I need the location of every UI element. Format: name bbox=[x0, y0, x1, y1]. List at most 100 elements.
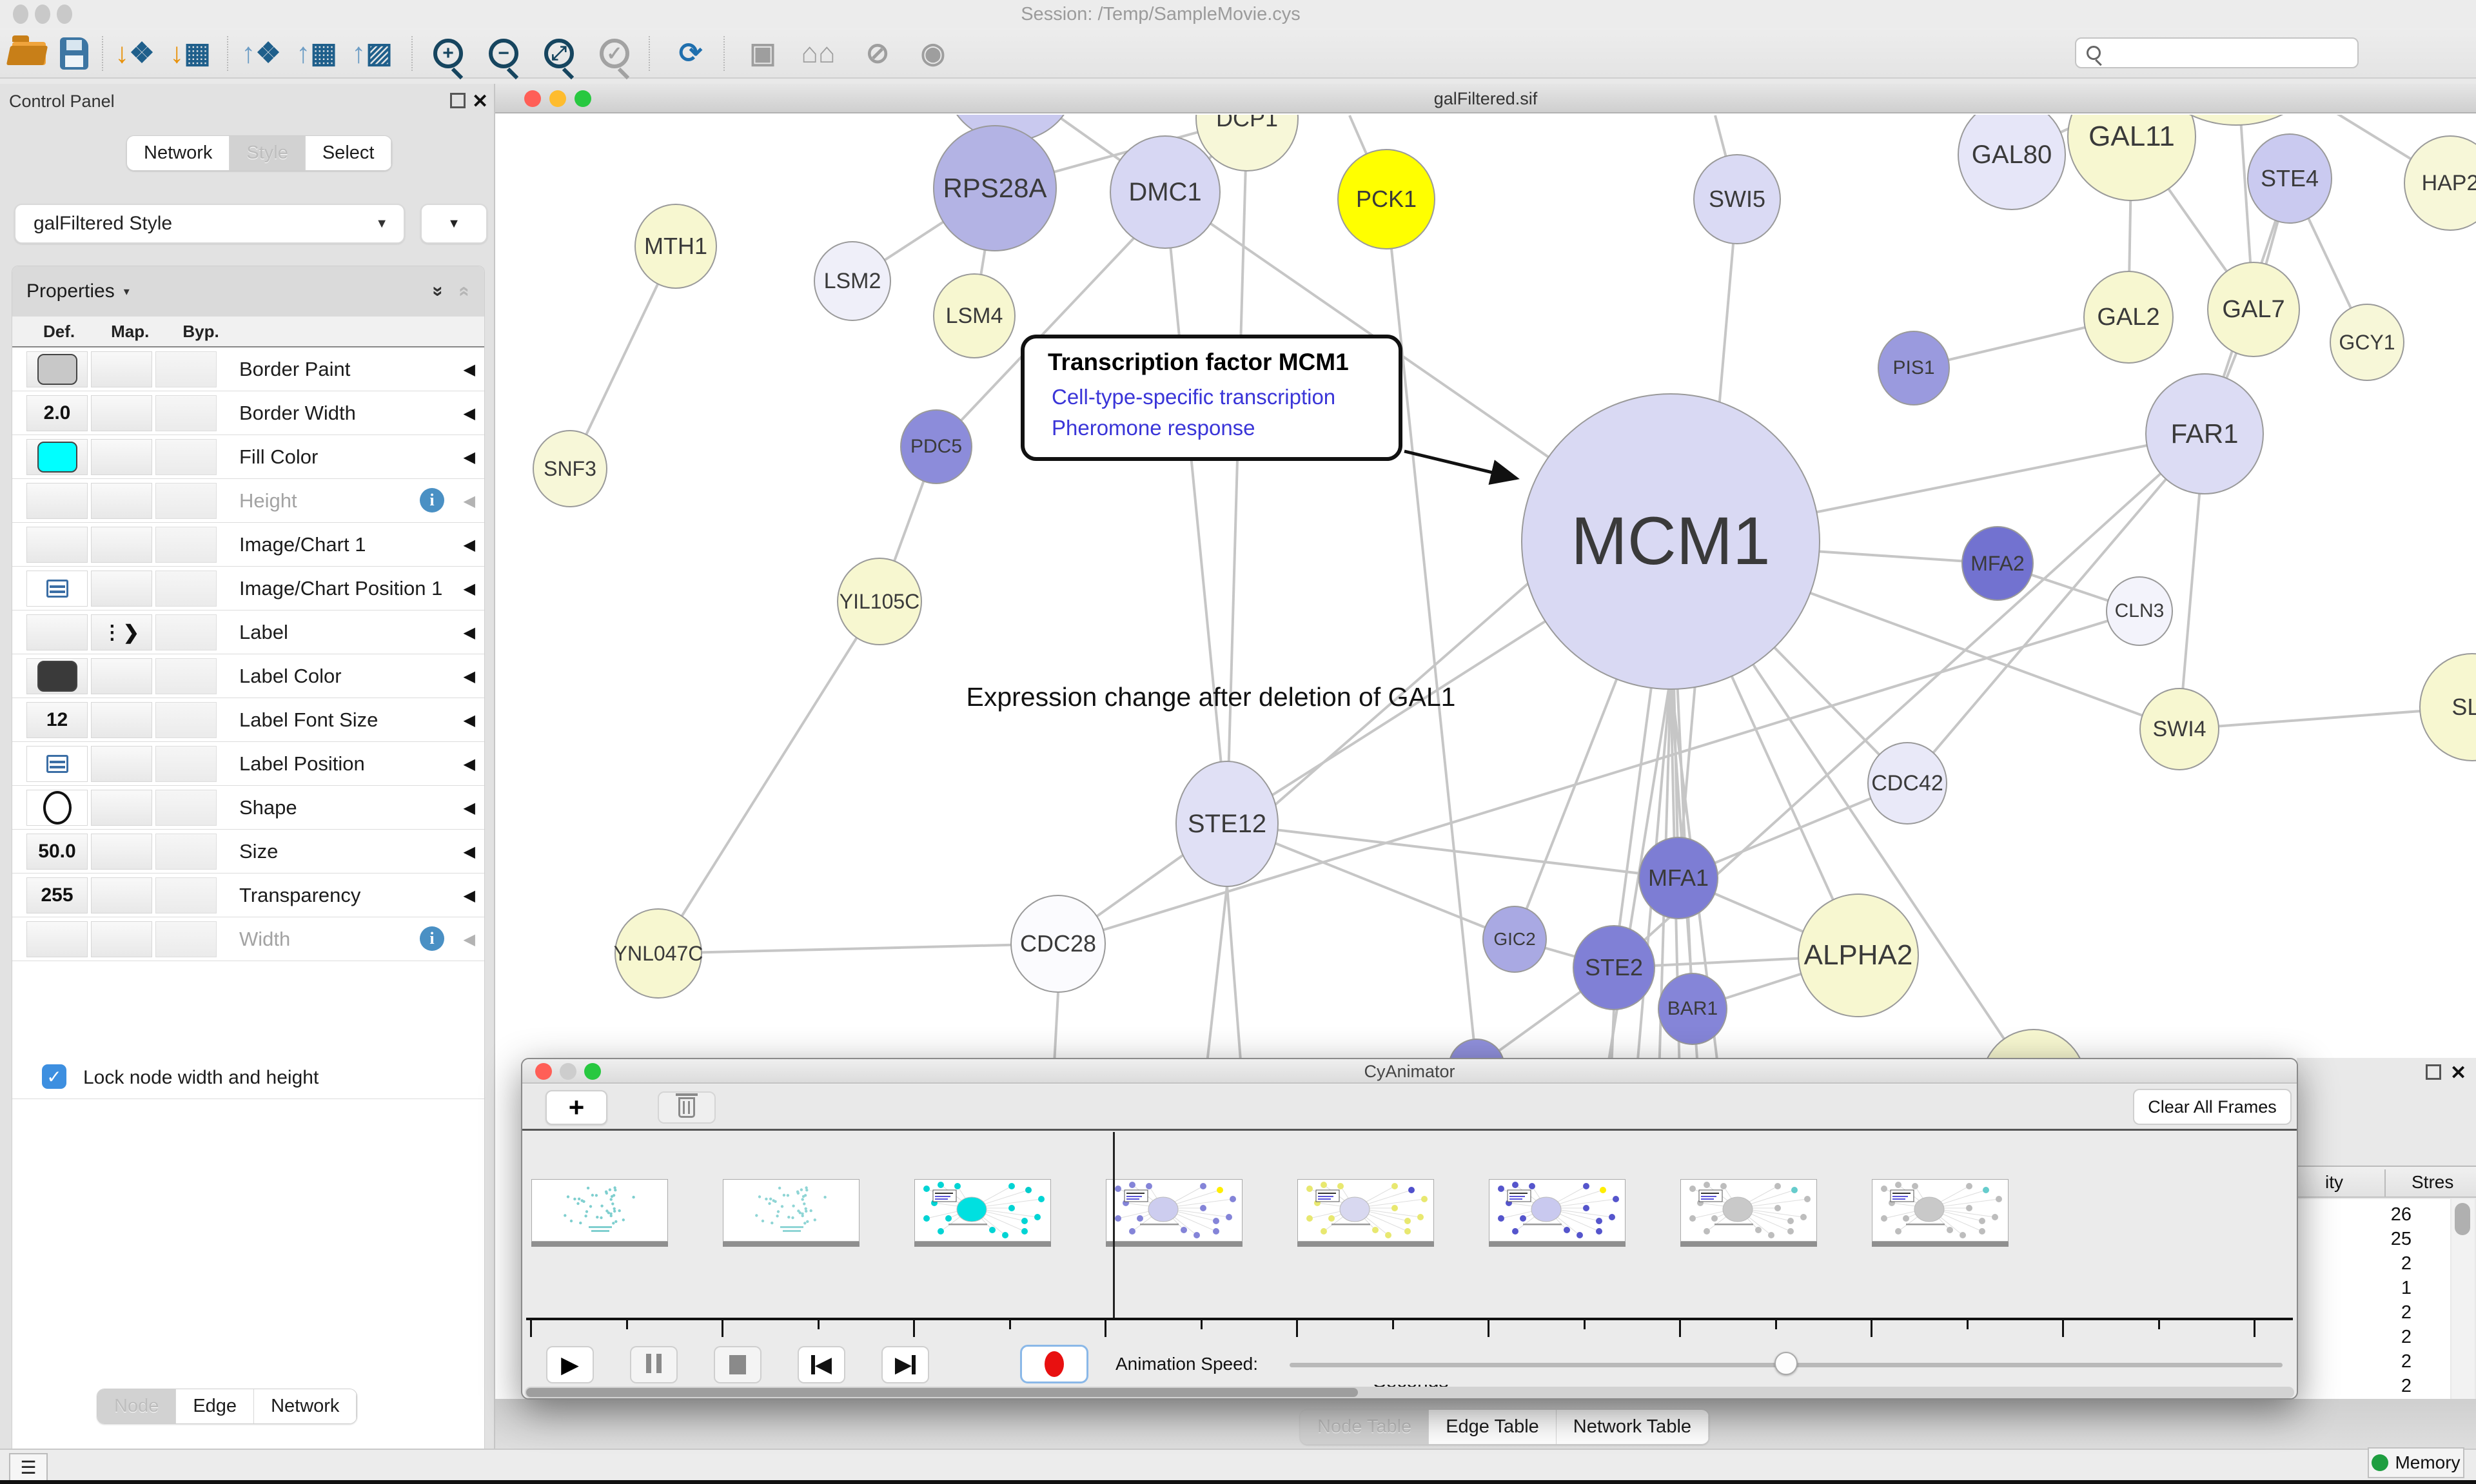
zoom-window-icon[interactable] bbox=[584, 1063, 601, 1080]
hide-selected-icon[interactable]: ⊘ bbox=[865, 37, 890, 69]
search-input[interactable] bbox=[2075, 37, 2359, 68]
style-selector[interactable]: galFiltered Style ▼ bbox=[14, 204, 405, 244]
clear-all-frames-button[interactable]: Clear All Frames bbox=[2133, 1089, 2292, 1125]
expand-row-icon[interactable]: ◀ bbox=[463, 799, 475, 817]
network-node-cln3[interactable]: CLN3 bbox=[2106, 576, 2173, 646]
network-node-alpha2[interactable]: ALPHA2 bbox=[1798, 893, 1919, 1017]
zoom-fit-icon[interactable]: ⤢ bbox=[539, 34, 579, 73]
zoom-out-icon[interactable]: − bbox=[484, 34, 524, 73]
play-button[interactable]: ▶ bbox=[546, 1346, 594, 1383]
network-node-cdc42[interactable]: CDC42 bbox=[1867, 742, 1947, 825]
tab-node-table[interactable]: Node Table bbox=[1301, 1410, 1430, 1444]
network-node-bar1[interactable]: BAR1 bbox=[1658, 973, 1727, 1045]
collapse-all-icon[interactable]: « bbox=[454, 286, 476, 297]
network-node-rps28a[interactable]: RPS28A bbox=[933, 125, 1057, 251]
refresh-icon[interactable]: ⟳ bbox=[678, 37, 703, 69]
cyanimator-titlebar[interactable]: CyAnimator bbox=[522, 1059, 2297, 1084]
close-window-icon[interactable] bbox=[524, 90, 541, 107]
table-cell-value[interactable]: 26 bbox=[2390, 1204, 2412, 1225]
expand-all-icon[interactable]: » bbox=[427, 286, 449, 297]
property-row-height[interactable]: Height i ◀ bbox=[12, 479, 484, 523]
network-node-swi4[interactable]: SWI4 bbox=[2139, 688, 2219, 770]
properties-header[interactable]: Properties ▾ » « bbox=[12, 266, 484, 317]
network-node-yil105c[interactable]: YIL105C bbox=[837, 558, 922, 645]
add-frame-button[interactable]: + bbox=[545, 1090, 607, 1125]
property-row-label-color[interactable]: Label Color ◀ bbox=[12, 654, 484, 698]
property-row-transparency[interactable]: 255 Transparency ◀ bbox=[12, 874, 484, 917]
show-all-icon[interactable]: ◉ bbox=[920, 37, 946, 69]
tab-network-table[interactable]: Network Table bbox=[1556, 1410, 1709, 1444]
frame-thumbnail-3[interactable] bbox=[1106, 1179, 1243, 1242]
network-node-ste4[interactable]: STE4 bbox=[2247, 133, 2332, 224]
network-node-mfa2[interactable]: MFA2 bbox=[1961, 526, 2034, 601]
expand-row-icon[interactable]: ◀ bbox=[463, 756, 475, 773]
style-options-button[interactable]: ▼ bbox=[420, 204, 487, 244]
task-history-button[interactable]: ☰ bbox=[9, 1453, 48, 1481]
import-network-icon[interactable]: ↓ ❖ bbox=[115, 37, 155, 69]
table-cell-value[interactable]: 2 bbox=[2401, 1302, 2412, 1323]
tab-edge[interactable]: Edge bbox=[176, 1389, 255, 1423]
table-cell-value[interactable]: 25 bbox=[2390, 1229, 2412, 1249]
property-row-border-width[interactable]: 2.0 Border Width ◀ bbox=[12, 391, 484, 435]
annotation-link-2[interactable]: Pheromone response bbox=[1052, 416, 1255, 440]
close-table-icon[interactable]: ✕ bbox=[2450, 1062, 2467, 1084]
expand-row-icon[interactable]: ◀ bbox=[463, 580, 475, 598]
property-row-shape[interactable]: Shape ◀ bbox=[12, 786, 484, 830]
tab-network-bottom[interactable]: Network bbox=[254, 1389, 357, 1423]
network-node-cdc28[interactable]: CDC28 bbox=[1010, 895, 1106, 993]
skip-end-button[interactable]: ▶ bbox=[881, 1346, 929, 1383]
first-neighbors-icon[interactable]: ⌂ ⌂ bbox=[801, 37, 836, 69]
network-node-lsm2[interactable]: LSM2 bbox=[814, 241, 891, 321]
record-button[interactable] bbox=[1020, 1345, 1088, 1383]
info-icon[interactable]: i bbox=[420, 488, 444, 513]
property-row-width[interactable]: Width i ◀ bbox=[12, 917, 484, 961]
frame-thumbnail-2[interactable] bbox=[914, 1179, 1051, 1242]
export-network-icon[interactable]: ↑ ❖ bbox=[241, 37, 281, 69]
frame-thumbnail-1[interactable] bbox=[723, 1179, 860, 1242]
tab-style[interactable]: Style bbox=[230, 136, 306, 170]
expand-row-icon[interactable]: ◀ bbox=[463, 624, 475, 641]
table-cell-value[interactable]: 1 bbox=[2401, 1278, 2412, 1298]
frame-thumbnail-7[interactable] bbox=[1872, 1179, 2009, 1242]
network-titlebar[interactable]: galFiltered.sif bbox=[495, 84, 2476, 113]
frame-thumbnail-6[interactable] bbox=[1680, 1179, 1817, 1242]
network-node-pdc5[interactable]: PDC5 bbox=[900, 409, 972, 484]
table-scrollbar[interactable] bbox=[2451, 1199, 2475, 1431]
float-table-icon[interactable] bbox=[2426, 1064, 2441, 1080]
zoom-in-icon[interactable]: + bbox=[428, 34, 468, 73]
network-node-swi5[interactable]: SWI5 bbox=[1693, 154, 1781, 244]
property-row-fill-color[interactable]: Fill Color ◀ bbox=[12, 435, 484, 479]
table-col-stress[interactable]: Stres bbox=[2412, 1172, 2454, 1192]
close-panel-icon[interactable]: ✕ bbox=[472, 91, 489, 112]
expand-row-icon[interactable]: ◀ bbox=[463, 449, 475, 466]
minimize-window-icon[interactable] bbox=[560, 1063, 576, 1080]
network-node-pck1[interactable]: PCK1 bbox=[1337, 149, 1435, 249]
window-zoom-icon[interactable] bbox=[57, 5, 72, 24]
network-node-far1[interactable]: FAR1 bbox=[2145, 373, 2264, 494]
expand-row-icon[interactable]: ◀ bbox=[463, 405, 475, 422]
network-node-ste2[interactable]: STE2 bbox=[1573, 925, 1655, 1010]
zoom-selected-icon[interactable]: ✓ bbox=[594, 34, 634, 73]
animation-speed-knob[interactable] bbox=[1774, 1352, 1798, 1375]
float-panel-icon[interactable] bbox=[450, 93, 466, 108]
property-row-label-font-size[interactable]: 12 Label Font Size ◀ bbox=[12, 698, 484, 742]
close-window-icon[interactable] bbox=[535, 1063, 552, 1080]
property-row-label-position[interactable]: Label Position ◀ bbox=[12, 742, 484, 786]
table-cell-value[interactable]: 2 bbox=[2401, 1376, 2412, 1396]
tab-network[interactable]: Network bbox=[127, 136, 230, 170]
playhead[interactable] bbox=[1113, 1132, 1115, 1318]
delete-frame-button[interactable] bbox=[658, 1091, 716, 1124]
network-node-hap2[interactable]: HAP2 bbox=[2404, 135, 2476, 231]
expand-row-icon[interactable]: ◀ bbox=[463, 843, 475, 861]
info-icon[interactable]: i bbox=[420, 926, 444, 951]
stop-button[interactable] bbox=[714, 1346, 761, 1383]
expand-row-icon[interactable]: ◀ bbox=[463, 536, 475, 554]
network-node-gcy1[interactable]: GCY1 bbox=[2330, 304, 2404, 381]
expand-row-icon[interactable]: ◀ bbox=[463, 668, 475, 685]
save-session-icon[interactable] bbox=[54, 34, 94, 73]
network-node-gal7[interactable]: GAL7 bbox=[2207, 262, 2300, 357]
expand-row-icon[interactable]: ◀ bbox=[463, 931, 475, 948]
frame-thumbnail-0[interactable] bbox=[531, 1179, 668, 1242]
property-row-label[interactable]: ⋮❯ Label ◀ bbox=[12, 610, 484, 654]
window-close-icon[interactable] bbox=[13, 5, 28, 24]
